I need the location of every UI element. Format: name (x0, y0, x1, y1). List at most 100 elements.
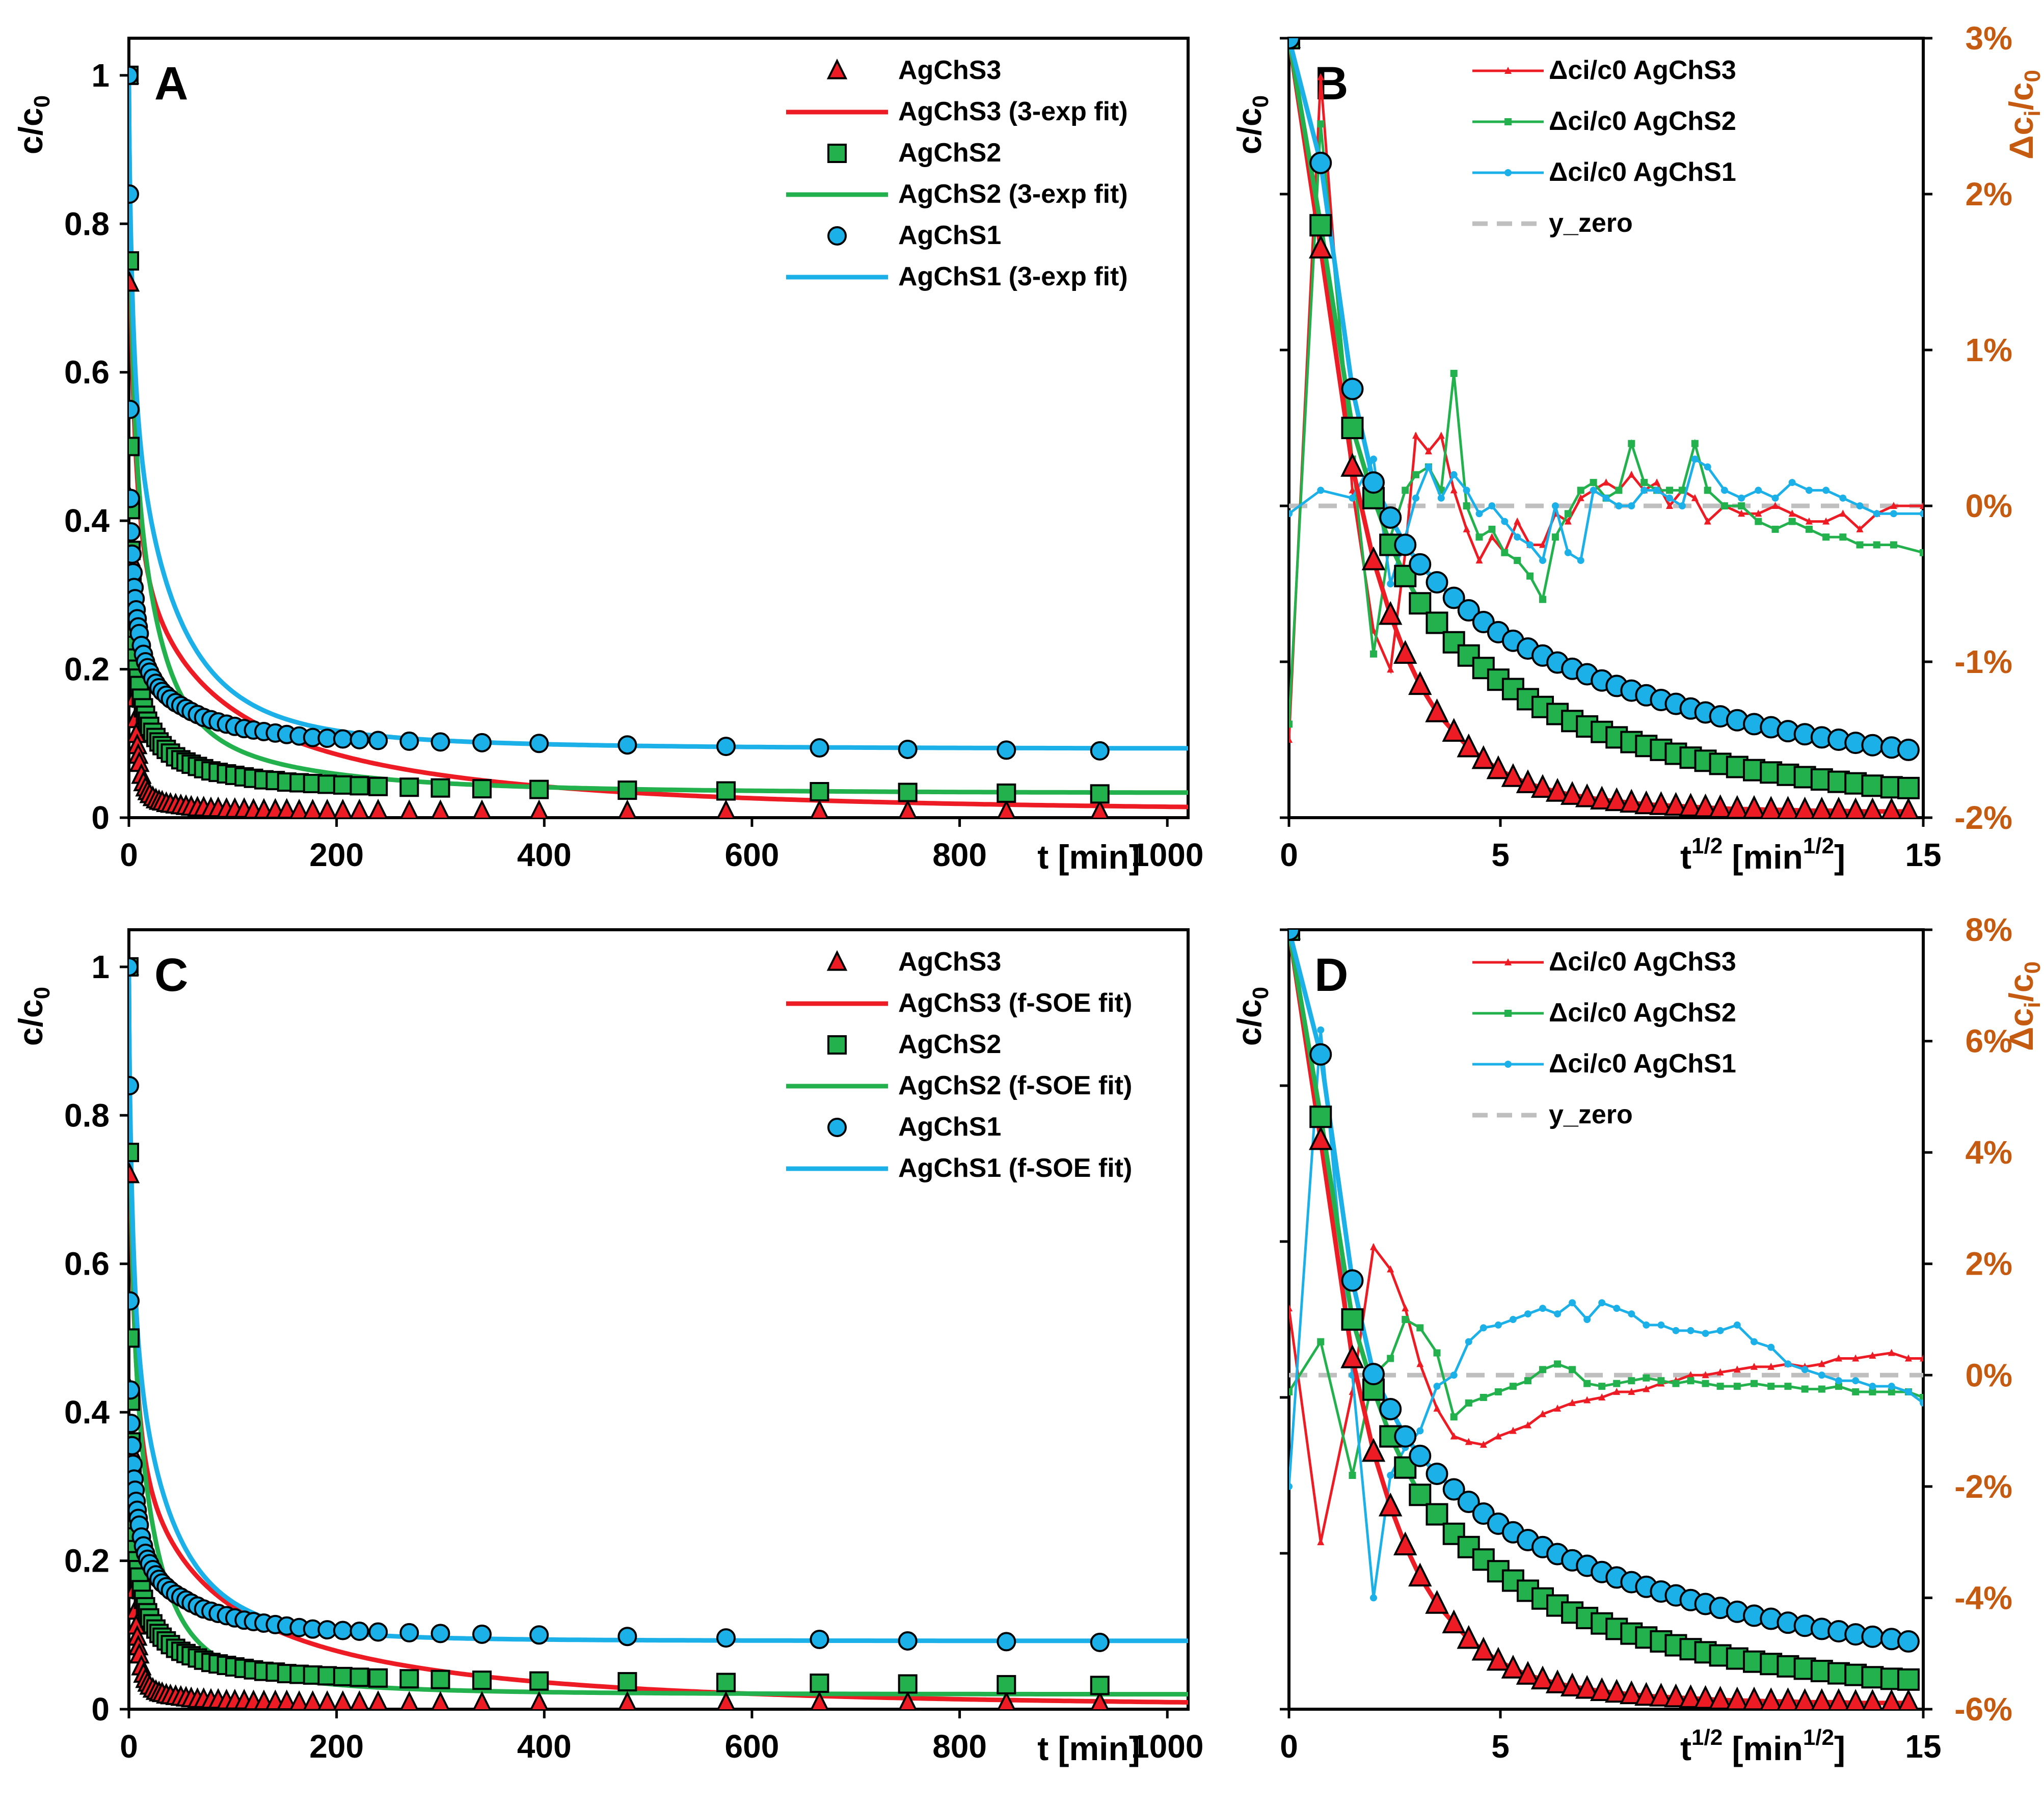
residual-point-AgChS2 (1835, 1383, 1842, 1390)
data-point-AgChS1 (617, 1627, 637, 1647)
data-point-AgChS3 (1501, 763, 1525, 787)
data-point-AgChS3 (1530, 1665, 1555, 1690)
data-point-AgChS3 (1708, 1686, 1732, 1709)
residual-point-AgChS1 (1716, 1327, 1724, 1334)
residual-point-AgChS2 (1628, 1377, 1635, 1385)
data-point-AgChS2 (1472, 1548, 1495, 1571)
plot-frame (1287, 37, 1925, 819)
data-point-AgChS3 (898, 1691, 917, 1709)
data-point-AgChS1 (1442, 1478, 1465, 1501)
y-axis-label-main: c/c (12, 107, 49, 154)
data-point-AgChS1 (431, 732, 450, 752)
residual-point-AgChS2 (1720, 502, 1728, 509)
data-point-AgChS3 (997, 1691, 1016, 1709)
plot-area (129, 954, 1188, 1709)
residual-point-AgChS2 (1349, 1472, 1356, 1479)
residual-point-AgChS3 (1852, 1354, 1860, 1362)
data-point-AgChS1 (898, 1631, 918, 1651)
data-point-AgChS2 (1341, 417, 1364, 439)
residual-point-AgChS2 (1598, 1383, 1606, 1390)
data-point-AgChS3 (1664, 1683, 1688, 1708)
x-tick-label: 200 (309, 1728, 364, 1765)
y-tick-label: 0.8 (64, 205, 110, 242)
x-axis-label-end: ] (1834, 1730, 1845, 1767)
residual-point-AgChS1 (1370, 1594, 1377, 1602)
residual-point-AgChS2 (1733, 1383, 1741, 1390)
y-axis-label: c/c0 (12, 987, 55, 1046)
data-point-AgChS3 (1457, 1625, 1481, 1649)
x-axis-label-end: ] (1834, 838, 1845, 876)
data-point-AgChS3 (1862, 1689, 1883, 1709)
data-point-AgChS3 (1828, 796, 1849, 818)
data-point-AgChS3 (1442, 718, 1466, 742)
data-point-AgChS1 (716, 1628, 736, 1648)
residual-point-AgChS2 (1691, 440, 1699, 447)
data-point-AgChS3 (810, 799, 829, 818)
x-axis-label: t1/2 [min1/2] (1680, 1725, 1845, 1767)
residual-point-AgChS2 (1539, 596, 1546, 603)
residual-point-AgChS2 (1564, 510, 1572, 518)
legend-item: y_zero (1472, 1100, 1633, 1129)
data-point-AgChS3 (303, 1690, 322, 1709)
residual-point-AgChS2 (1888, 1388, 1895, 1396)
data-point-AgChS2 (349, 1667, 369, 1687)
y-right-tick-label: -6% (1954, 1691, 2012, 1728)
residual-point-AgChS3 (1554, 1404, 1562, 1412)
data-point-AgChS3 (1361, 546, 1386, 571)
data-point-AgChS1 (529, 1625, 549, 1645)
residual-point-AgChS1 (1822, 487, 1830, 494)
data-point-AgChS1 (997, 1632, 1016, 1652)
data-point-AgChS3 (317, 1690, 337, 1709)
data-point-AgChS1 (1289, 38, 1300, 49)
residual-point-AgChS3 (1771, 502, 1779, 509)
legend-item: Δci/c0 AgChS2 (1472, 106, 1736, 136)
data-point-AgChS1 (1457, 1491, 1480, 1514)
plot-frame (127, 37, 1190, 819)
legend-label: Δci/c0 AgChS1 (1549, 157, 1736, 187)
data-point-AgChS2 (1409, 1484, 1432, 1506)
data-point-AgChS3 (400, 799, 419, 818)
residual-point-AgChS1 (1653, 487, 1661, 494)
data-point-AgChS1 (1341, 378, 1364, 400)
residual-point-AgChS2 (1657, 1377, 1665, 1385)
y-axis-label-main: c/c (1230, 107, 1268, 154)
x-axis-label-tail: [min (1723, 838, 1803, 876)
data-point-AgChS3 (717, 1691, 735, 1709)
residual-point-AgChS2 (1590, 479, 1597, 487)
legend-item: AgChS3 (3-exp fit) (786, 97, 1128, 126)
legend-item: AgChS3 (f-SOE fit) (786, 988, 1132, 1018)
y-right-tick-label: 4% (1966, 1134, 2013, 1171)
residual-point-AgChS1 (1852, 1377, 1860, 1385)
residual-point-AgChS1 (1577, 557, 1584, 564)
y-axis-label: c/c0 (12, 95, 55, 154)
data-point-AgChS2 (898, 783, 918, 802)
residual-point-AgChS3 (1904, 1354, 1912, 1362)
residual-point-AgChS1 (1564, 549, 1572, 556)
data-point-AgChS3 (289, 798, 309, 818)
data-point-AgChS3 (1620, 1680, 1644, 1705)
legend-label: AgChS2 (898, 138, 1001, 168)
residual-point-AgChS2 (1387, 1355, 1394, 1362)
x-tick-label: 400 (517, 837, 572, 873)
data-point-AgChS2 (1897, 1668, 1920, 1691)
y-right-label-tail: /c (2002, 83, 2040, 111)
data-point-AgChS3 (1393, 640, 1417, 664)
residual-point-AgChS2 (1784, 1383, 1792, 1390)
y-right-axis-label: Δci/c0 (2002, 961, 2044, 1051)
data-point-AgChS3 (350, 1690, 369, 1709)
legend-item: Δci/c0 AgChS3 (1472, 947, 1736, 977)
residual-point-AgChS1 (1767, 1343, 1775, 1351)
x-axis-label-tail: [min (1723, 1730, 1803, 1767)
data-point-AgChS3 (317, 798, 337, 818)
residual-line-AgChS3 (1289, 77, 1923, 740)
plot-area (129, 63, 1188, 818)
data-point-AgChS1 (129, 399, 140, 419)
data-point-AgChS2 (997, 783, 1016, 803)
residual-point-AgChS1 (1370, 455, 1377, 463)
data-point-AgChS3 (1726, 795, 1749, 818)
data-point-AgChS3 (1560, 1673, 1584, 1696)
data-point-AgChS3 (1760, 796, 1782, 818)
data-point-AgChS3 (1309, 1126, 1333, 1150)
